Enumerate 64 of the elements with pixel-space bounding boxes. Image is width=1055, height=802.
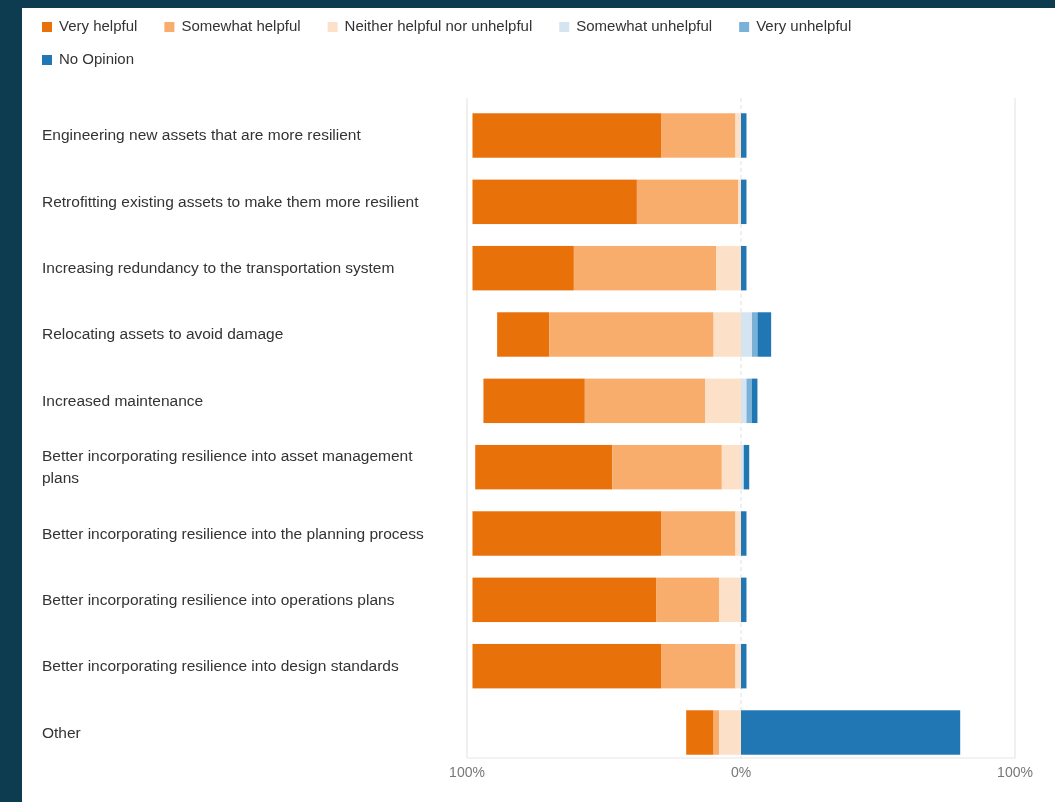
y-tick-label: Better incorporating resilience into operations plans bbox=[42, 590, 395, 608]
y-tick-label: Retrofitting existing assets to make them more resilient bbox=[42, 192, 420, 210]
legend-label: Neither helpful nor unhelpful bbox=[344, 17, 533, 34]
bar bbox=[738, 179, 741, 225]
bar bbox=[497, 312, 550, 357]
bar bbox=[741, 444, 744, 490]
bar bbox=[483, 378, 585, 424]
x-tick-label: 100% bbox=[449, 764, 485, 780]
bar bbox=[472, 643, 662, 689]
bar bbox=[741, 511, 747, 556]
bar bbox=[661, 643, 736, 689]
bar bbox=[741, 643, 747, 689]
bar bbox=[584, 378, 706, 424]
bar bbox=[757, 312, 772, 357]
bar bbox=[549, 312, 714, 357]
bar bbox=[686, 710, 714, 755]
bar bbox=[735, 113, 741, 158]
bar bbox=[741, 378, 747, 424]
bar bbox=[735, 511, 741, 556]
bar bbox=[472, 511, 662, 556]
bar bbox=[573, 245, 717, 291]
bar bbox=[716, 245, 741, 291]
bar bbox=[751, 312, 758, 357]
y-tick-label: Increased maintenance bbox=[42, 391, 204, 409]
bar bbox=[741, 245, 747, 291]
bar bbox=[721, 444, 741, 490]
y-tick-label: Better incorporating resilience into asset management plans bbox=[42, 447, 414, 487]
bar bbox=[472, 113, 662, 158]
legend-label: Somewhat unhelpful bbox=[576, 17, 713, 34]
y-tick-label: Other bbox=[42, 723, 81, 741]
legend-label: Very unhelpful bbox=[756, 17, 852, 34]
y-tick-label: Relocating assets to avoid damage bbox=[42, 325, 284, 343]
bar bbox=[472, 179, 637, 225]
bar bbox=[719, 710, 741, 755]
bar bbox=[743, 444, 750, 490]
bar bbox=[741, 179, 747, 225]
bar bbox=[713, 710, 720, 755]
bar bbox=[746, 378, 752, 424]
y-tick-label: Increasing redundancy to the transportation system bbox=[42, 259, 395, 277]
bar bbox=[661, 511, 736, 556]
bar bbox=[661, 113, 736, 158]
bar bbox=[612, 444, 722, 490]
bar bbox=[751, 378, 758, 424]
y-tick-label: Better incorporating resilience into design standards bbox=[42, 657, 399, 675]
bar bbox=[656, 577, 720, 623]
bar bbox=[741, 113, 747, 158]
bar bbox=[636, 179, 739, 225]
bar bbox=[475, 444, 613, 490]
legend-label: No Opinion bbox=[59, 50, 135, 67]
bar bbox=[713, 312, 741, 357]
bar bbox=[472, 577, 657, 623]
bar bbox=[472, 245, 574, 291]
legend-label: Very helpful bbox=[59, 17, 138, 34]
bar bbox=[741, 577, 747, 623]
x-tick-label: 0% bbox=[730, 764, 752, 780]
bar bbox=[741, 710, 961, 755]
x-tick-label: 100% bbox=[997, 764, 1033, 780]
bar bbox=[741, 312, 752, 357]
bar bbox=[719, 577, 741, 623]
bar bbox=[705, 378, 741, 424]
legend-label: Somewhat helpful bbox=[181, 17, 301, 34]
y-tick-label: Better incorporating resilience into the planning process bbox=[42, 524, 424, 542]
y-tick-label: Engineering new assets that are more resilient bbox=[42, 126, 362, 144]
bar bbox=[735, 643, 741, 689]
